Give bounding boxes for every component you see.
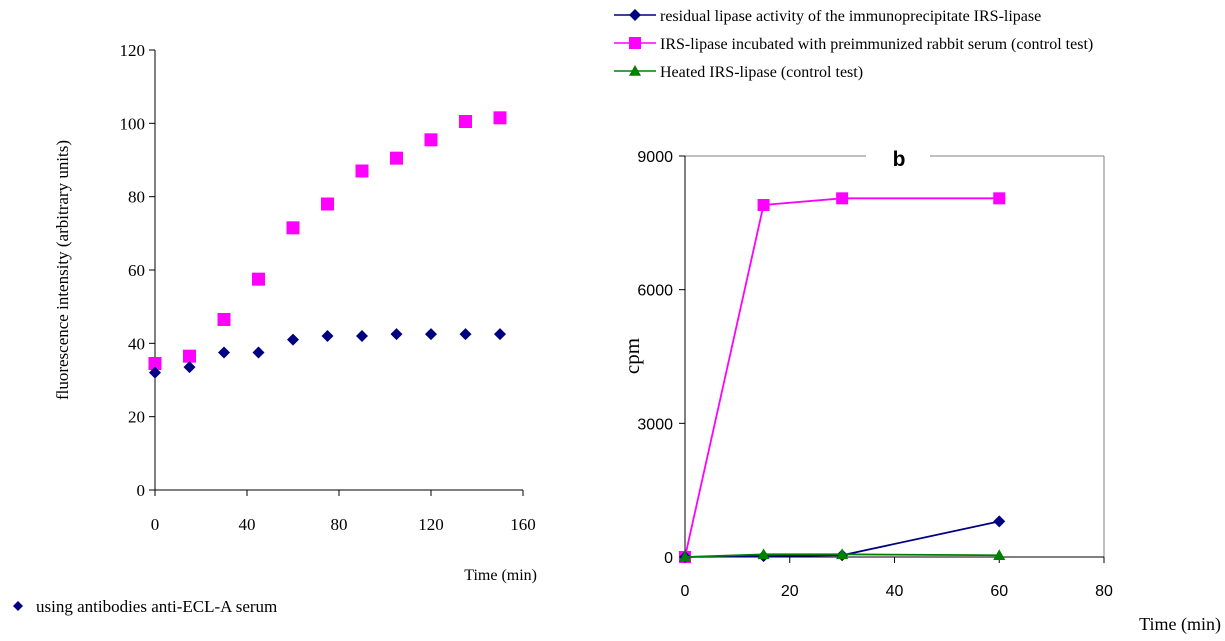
chart-b-x-tick-label: 60 (990, 583, 1008, 600)
chart-a-y-tick-label: 60 (128, 261, 145, 280)
chart-b-x-tick-label: 20 (781, 583, 799, 600)
chart-a-point-diamond (287, 333, 299, 346)
chart-a-point-diamond (149, 366, 161, 379)
chart-b-point-square (757, 199, 770, 212)
chart-b-point-triangle (679, 551, 691, 562)
chart-a-x-tick-label: 80 (331, 515, 348, 534)
chart-b-x-tick-label: 0 (681, 583, 690, 600)
chart-a-point-square (390, 151, 403, 165)
chart-a-point-diamond (183, 361, 196, 374)
chart-a-point-square (148, 357, 162, 370)
chart-b-y-tick-label: 0 (664, 550, 673, 567)
chart-b-point-diamond (993, 515, 1006, 528)
chart-a-point-diamond (252, 346, 265, 359)
chart-b-legend-marker (629, 9, 641, 21)
chart-b-series-line (684, 197, 1000, 558)
chart-b-y-tick-label: 6000 (637, 283, 673, 300)
chart-a-point-square (493, 111, 507, 125)
chart-b-legend-label: Heated IRS-lipase (control test) (660, 64, 863, 81)
chart-a-x-tick-label: 120 (418, 515, 444, 534)
chart-b-xlabel: Time (min) (1139, 614, 1221, 635)
chart-b: residual lipase activity of the immunopr… (614, 8, 1221, 635)
chart-a-point-square (459, 115, 472, 128)
chart-b-y-tick-label: 3000 (637, 416, 673, 433)
chart-a-point-diamond (459, 328, 472, 341)
chart-a-point-square (183, 349, 196, 363)
chart-a-point-diamond (425, 328, 437, 341)
chart-b-point-square (836, 192, 849, 205)
chart-a-y-tick-label: 20 (128, 408, 145, 427)
chart-b-point-triangle (757, 548, 770, 560)
chart-a-point-diamond (321, 330, 334, 342)
chart-b-ylabel: cpm (620, 338, 644, 374)
chart-a-point-diamond (218, 346, 230, 359)
chart-b-point-square (993, 192, 1006, 205)
chart-b-point-triangle (836, 548, 849, 560)
chart-a-ylabel: fluorescence intensity (arbitrary units) (53, 140, 72, 400)
chart-a-x-tick-label: 0 (151, 515, 160, 534)
chart-a-point-square (321, 197, 334, 211)
chart-a-y-tick-label: 0 (137, 481, 146, 500)
chart-a-point-square (355, 164, 369, 178)
chart-a-point-diamond (494, 328, 506, 341)
chart-b-legend-marker (629, 37, 641, 49)
chart-a-y-tick-label: 40 (128, 334, 145, 353)
chart-a-y-tick-label: 80 (128, 188, 145, 207)
chart-a-legend-marker (13, 601, 23, 611)
chart-a-y-tick-label: 100 (120, 114, 146, 133)
chart-a-xlabel: Time (min) (464, 567, 537, 584)
chart-b-series-line (684, 553, 1000, 558)
chart-a-y-tick-label: 120 (120, 41, 146, 60)
chart-b-legend-label: residual lipase activity of the immunopr… (660, 8, 1041, 25)
chart-a-point-square (424, 133, 438, 147)
chart-a-point-diamond (356, 330, 368, 342)
chart-b-point-triangle (993, 549, 1006, 561)
chart-a-point-square (217, 313, 231, 326)
chart-b-title: b (893, 148, 906, 171)
chart-a-point-diamond (390, 328, 403, 341)
chart-a-x-tick-label: 40 (239, 515, 256, 534)
chart-b-legend-marker (629, 65, 641, 76)
chart-b-x-tick-label: 40 (886, 583, 904, 600)
chart-a: fluorescence intensity (arbitrary units)… (13, 41, 537, 616)
chart-b-legend-label: IRS-lipase incubated with preimmunized r… (660, 36, 1093, 53)
chart-a-point-square (286, 221, 300, 235)
chart-a-legend-label: using antibodies anti-ECL-A serum (36, 597, 277, 616)
chart-a-point-square (252, 272, 265, 286)
chart-a-x-tick-label: 160 (510, 515, 536, 534)
chart-a-legend: using antibodies anti-ECL-A serum (13, 597, 277, 616)
chart-b-x-tick-label: 80 (1095, 583, 1113, 600)
chart-b-y-tick-label: 9000 (637, 149, 673, 166)
chart-b-legend: residual lipase activity of the immunopr… (614, 8, 1093, 81)
